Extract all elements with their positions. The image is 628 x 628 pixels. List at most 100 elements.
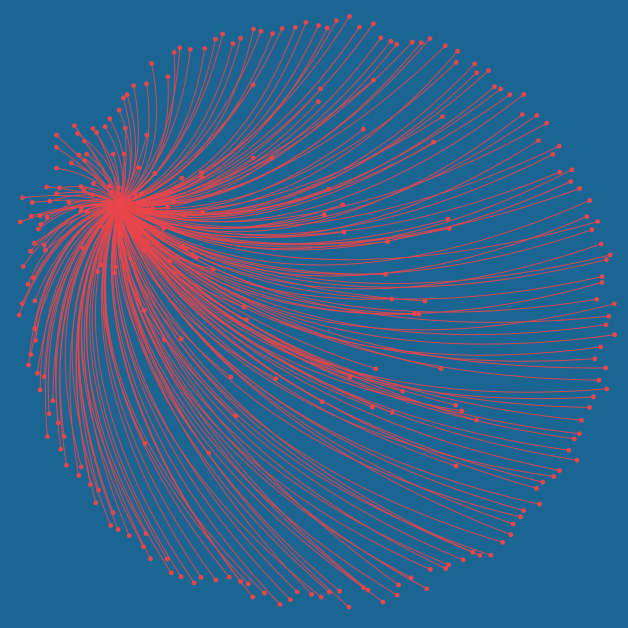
- node-153: [556, 143, 562, 149]
- node-95: [47, 198, 53, 204]
- edge-114: [117, 47, 181, 206]
- edge-50: [111, 204, 241, 582]
- node-101: [84, 151, 89, 157]
- node-123: [270, 31, 275, 36]
- node-134: [388, 38, 394, 44]
- edge-59: [80, 204, 144, 547]
- node-50: [238, 579, 244, 584]
- node-114: [177, 45, 183, 51]
- node-268: [84, 209, 90, 215]
- node-260: [54, 132, 59, 138]
- edge-148: [117, 94, 525, 223]
- node-97: [57, 185, 62, 191]
- edge-130: [117, 16, 350, 206]
- node-57: [164, 556, 170, 562]
- edge-121: [117, 29, 254, 206]
- edge-107: [117, 97, 132, 206]
- edge-202: [117, 204, 457, 467]
- node-233: [142, 247, 147, 253]
- node-263: [111, 270, 117, 276]
- node-152: [536, 138, 541, 143]
- node-96: [54, 191, 59, 197]
- node-60: [143, 531, 149, 537]
- node-183: [241, 304, 247, 310]
- node-115: [187, 47, 193, 52]
- node-250: [133, 193, 139, 198]
- node-255: [98, 223, 104, 229]
- node-19: [537, 501, 542, 507]
- edge-196: [117, 204, 343, 230]
- node-29: [446, 562, 451, 568]
- node-249: [170, 199, 176, 204]
- node-75: [46, 411, 52, 417]
- node-211: [385, 239, 390, 244]
- node-271: [150, 206, 155, 212]
- node-133: [378, 35, 384, 41]
- edge-256: [22, 194, 119, 206]
- edge-4: [117, 204, 595, 362]
- node-107: [121, 95, 126, 101]
- edge-70: [59, 204, 119, 466]
- node-124: [279, 26, 285, 31]
- node-125: [292, 25, 298, 30]
- edge-231: [45, 204, 119, 251]
- node-119: [230, 41, 236, 46]
- node-274: [144, 132, 150, 138]
- node-128: [324, 25, 330, 31]
- node-44: [294, 589, 300, 595]
- edge-36: [117, 204, 384, 603]
- edge-118: [117, 33, 224, 206]
- node-77: [37, 387, 43, 393]
- edge-85: [21, 204, 119, 304]
- node-198: [341, 229, 347, 235]
- edge-53: [100, 204, 202, 578]
- node-40: [337, 588, 343, 594]
- node-223: [81, 188, 87, 194]
- node-273: [199, 170, 204, 176]
- node-193: [250, 82, 256, 88]
- node-24: [500, 539, 505, 545]
- edge-261: [56, 146, 119, 206]
- edge-269: [34, 204, 119, 244]
- node-52: [213, 577, 219, 583]
- node-141: [453, 60, 459, 65]
- node-130: [347, 14, 352, 19]
- node-220: [72, 123, 77, 129]
- node-70: [64, 462, 69, 468]
- node-46: [277, 602, 283, 607]
- node-244: [118, 232, 124, 238]
- node-267: [136, 165, 142, 171]
- node-87: [25, 281, 31, 287]
- node-215: [138, 191, 144, 197]
- edge-55: [91, 204, 182, 578]
- node-1: [603, 322, 609, 328]
- node-165: [604, 257, 609, 263]
- edge-194: [117, 204, 462, 412]
- node-150: [534, 113, 540, 118]
- node-132: [371, 21, 376, 27]
- edge-52: [102, 204, 217, 581]
- node-196: [340, 202, 345, 208]
- node-126: [303, 20, 309, 25]
- edge-23: [117, 204, 511, 536]
- edge-81: [30, 204, 119, 355]
- node-22: [510, 521, 516, 527]
- node-23: [508, 532, 514, 538]
- node-235: [127, 197, 133, 203]
- node-227: [29, 200, 35, 205]
- node-8: [591, 394, 596, 400]
- edge-132: [117, 23, 374, 206]
- node-236: [142, 198, 147, 204]
- node-92: [35, 226, 41, 232]
- node-252: [82, 138, 87, 144]
- edge-26: [117, 204, 481, 556]
- node-76: [50, 398, 56, 404]
- edge-212: [117, 204, 392, 300]
- edge-225: [96, 132, 119, 206]
- node-80: [26, 362, 31, 368]
- node-248: [37, 213, 43, 219]
- node-145: [492, 84, 497, 90]
- node-245: [112, 264, 118, 270]
- node-33: [408, 575, 414, 581]
